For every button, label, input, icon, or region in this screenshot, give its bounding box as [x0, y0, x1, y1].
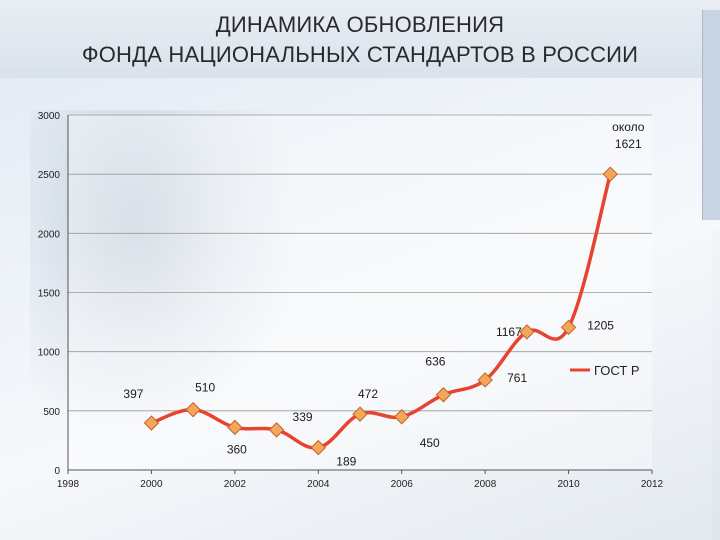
- data-point: [352, 406, 368, 422]
- x-tick-label: 2000: [140, 479, 163, 490]
- decorative-panel: [702, 10, 720, 220]
- x-tick-label: 2006: [391, 479, 414, 490]
- data-point: [560, 319, 577, 336]
- data-point: [310, 439, 326, 456]
- data-label: 761: [507, 371, 527, 385]
- page-title: ДИНАМИКА ОБНОВЛЕНИЯ ФОНДА НАЦИОНАЛЬНЫХ С…: [0, 10, 720, 70]
- data-label: 360: [227, 442, 247, 456]
- title-line-1: ДИНАМИКА ОБНОВЛЕНИЯ: [215, 12, 505, 37]
- y-tick-label: 2000: [38, 229, 61, 240]
- data-label: 339: [293, 410, 313, 424]
- x-tick-label: 2010: [557, 479, 580, 490]
- y-tick-label: 500: [43, 407, 60, 418]
- y-tick-label: 1500: [38, 289, 61, 300]
- data-point: [519, 324, 535, 340]
- data-point: [435, 387, 452, 403]
- data-point: [477, 372, 493, 388]
- title-band: [0, 0, 720, 78]
- data-point: [602, 166, 618, 182]
- background-photo: [30, 110, 290, 430]
- decorative-strip: [712, 230, 720, 540]
- data-label: 450: [420, 436, 440, 450]
- data-label: 510: [195, 381, 215, 395]
- title-line-2: ФОНДА НАЦИОНАЛЬНЫХ СТАНДАРТОВ В РОССИИ: [81, 42, 639, 67]
- data-label: около: [612, 120, 645, 134]
- data-point: [268, 422, 285, 438]
- x-tick-label: 2004: [307, 479, 330, 490]
- y-tick-label: 0: [54, 466, 60, 477]
- x-tick-label: 1998: [57, 479, 80, 490]
- data-point: [143, 415, 160, 431]
- data-label: 636: [425, 355, 445, 369]
- y-tick-label: 1000: [38, 348, 61, 359]
- data-label: 1621: [615, 137, 642, 151]
- x-tick-label: 2008: [474, 479, 497, 490]
- data-label: 1167: [496, 325, 522, 339]
- y-tick-label: 3000: [38, 111, 61, 122]
- data-label: 189: [336, 455, 356, 469]
- data-label: 397: [123, 387, 143, 401]
- legend-label: ГОСТ Р: [594, 363, 640, 378]
- data-point: [227, 419, 243, 436]
- data-point: [185, 401, 201, 418]
- x-tick-label: 2002: [224, 479, 247, 490]
- y-tick-label: 2500: [38, 170, 61, 181]
- data-label: 472: [358, 387, 378, 401]
- data-point: [394, 409, 410, 425]
- x-tick-label: 2012: [641, 479, 664, 490]
- data-label: 1205: [587, 318, 614, 332]
